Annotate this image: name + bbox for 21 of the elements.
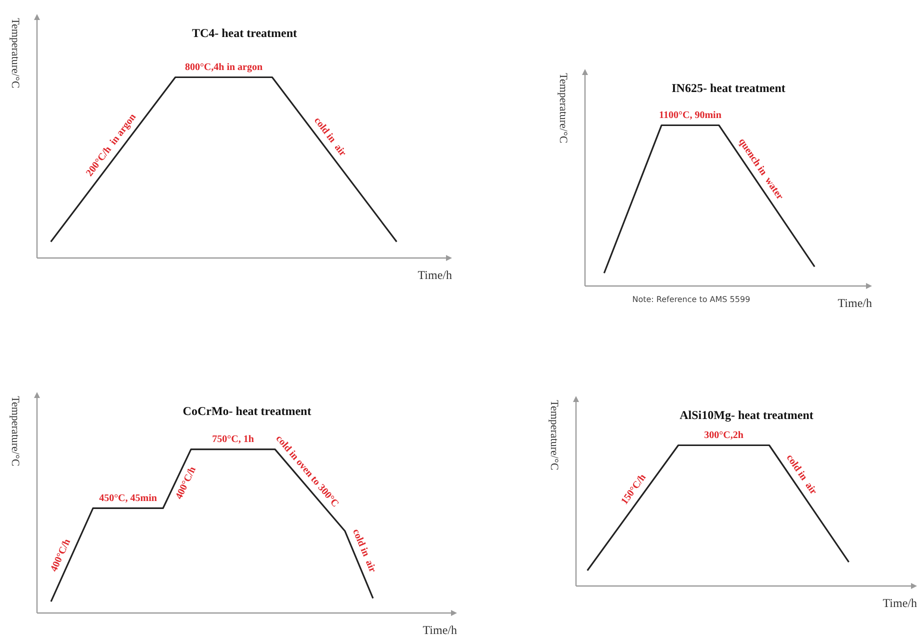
annotation: 800°C,4h in argon xyxy=(184,62,263,73)
y-axis-title: Temperature/°C xyxy=(557,73,570,144)
y-axis-title: Temperature/°C xyxy=(9,18,22,88)
chart-title: IN625- heat treatment xyxy=(672,81,786,96)
x-axis-title: Time/h xyxy=(838,296,872,310)
annotation: 450°C, 45min xyxy=(99,492,158,504)
annotation: cold in air xyxy=(350,528,378,575)
annotation: 1100°C, 90min xyxy=(659,110,722,121)
x-axis-title: Time/h xyxy=(882,596,917,610)
text: Note: Reference to AMS 5599 xyxy=(632,295,750,304)
annotation: 300°C,2h xyxy=(704,430,744,441)
y-axis-title: Temperature/°C xyxy=(9,396,22,466)
chart-title: AlSi10Mg- heat treatment xyxy=(680,408,814,422)
chart-title: TC4- heat treatment xyxy=(192,26,298,40)
x-axis-title: Time/h xyxy=(418,268,452,282)
x-axis-title: Time/h xyxy=(422,623,457,635)
annotation: cold in air xyxy=(784,452,820,498)
annotation: cold in air xyxy=(312,115,348,160)
annotation: 750°C, 1h xyxy=(212,434,254,445)
chart-title: CoCrMo- heat treatment xyxy=(182,404,312,418)
y-axis-title: Temperature/°C xyxy=(548,400,560,470)
